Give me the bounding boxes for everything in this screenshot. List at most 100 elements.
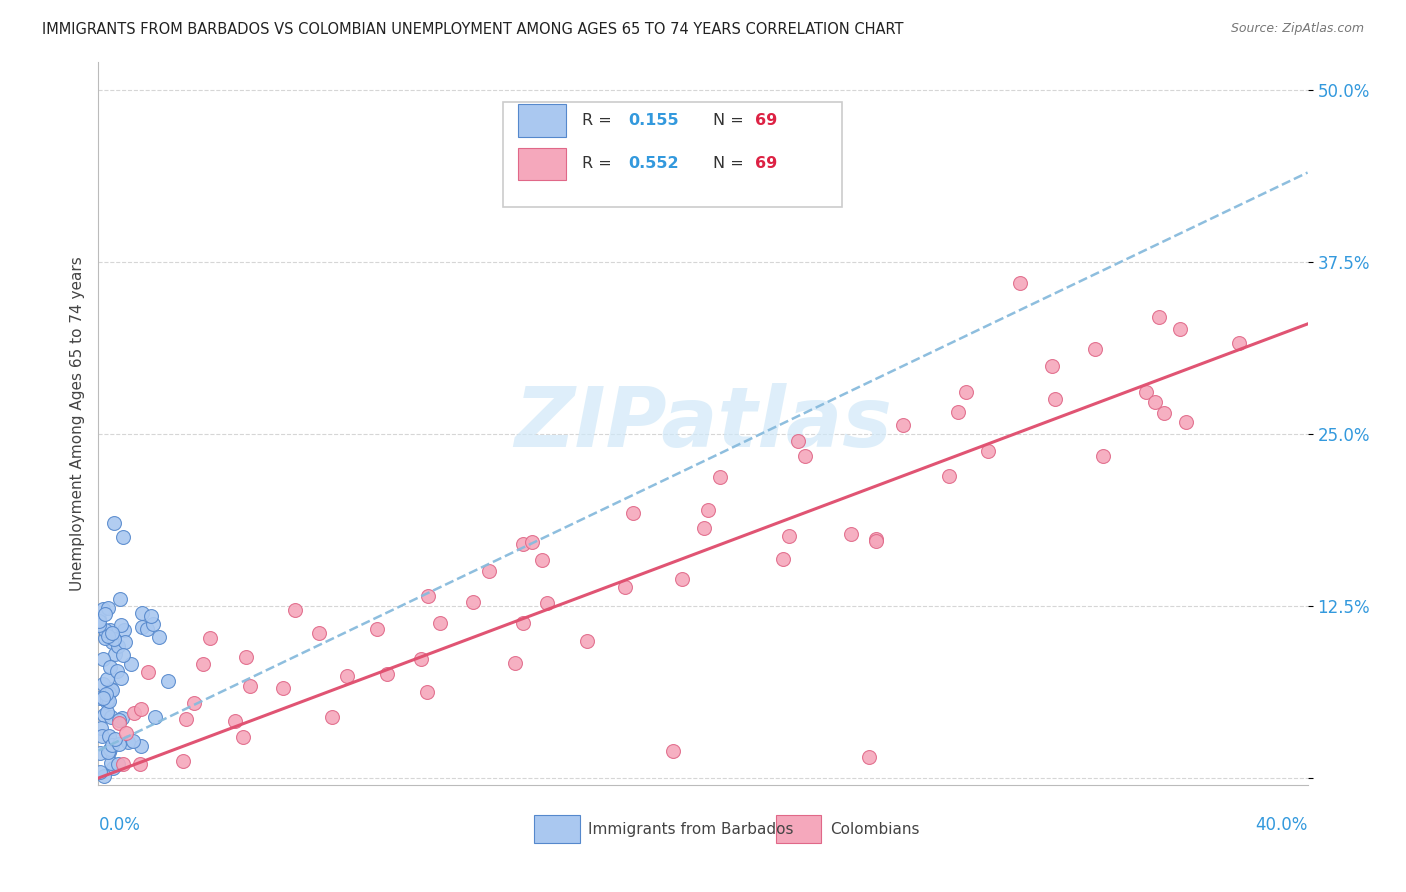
Point [377, 667, 399, 681]
Text: 69: 69 [755, 156, 778, 171]
Point [93, 631, 115, 645]
Point [136, 665, 159, 680]
Point [111, 530, 134, 544]
Point [977, 443, 1000, 458]
Point [108, 713, 131, 727]
Point [512, 537, 534, 551]
Point [531, 553, 554, 567]
Point [1149, 310, 1171, 324]
Point [416, 589, 439, 603]
Point [103, 516, 125, 531]
Point [93, 708, 115, 723]
FancyBboxPatch shape [517, 148, 567, 180]
Point [239, 679, 262, 693]
Point [891, 418, 914, 433]
Point [143, 710, 166, 724]
Point [101, 683, 124, 698]
Point [174, 712, 197, 726]
Point [858, 750, 880, 764]
Point [411, 652, 433, 666]
Point [461, 595, 484, 609]
Point [142, 616, 165, 631]
Point [97, 746, 120, 760]
Text: 0.155: 0.155 [628, 112, 679, 128]
Text: ZIPatlas: ZIPatlas [515, 384, 891, 464]
Point [97, 600, 120, 615]
Point [101, 761, 124, 775]
Point [112, 624, 135, 638]
Point [271, 681, 294, 696]
Point [955, 385, 977, 400]
Point [865, 534, 887, 549]
Point [786, 434, 808, 449]
Point [104, 732, 127, 747]
Point [1227, 336, 1250, 351]
Point [91, 729, 114, 743]
Point [87, 617, 110, 632]
FancyBboxPatch shape [534, 815, 579, 843]
Point [1091, 449, 1114, 463]
Point [101, 738, 124, 752]
Point [232, 730, 254, 744]
Point [111, 648, 134, 662]
Point [938, 468, 960, 483]
Point [111, 711, 134, 725]
Point [98, 624, 121, 638]
Text: Colombians: Colombians [830, 822, 920, 837]
Point [108, 716, 131, 731]
Point [101, 625, 124, 640]
Point [505, 656, 527, 670]
Point [1143, 395, 1166, 409]
Point [107, 757, 129, 772]
Point [131, 739, 153, 754]
Text: R =: R = [582, 112, 617, 128]
Point [121, 734, 143, 748]
Point [1168, 322, 1191, 336]
Point [98, 686, 121, 700]
Point [91, 677, 114, 691]
Point [235, 650, 257, 665]
Point [478, 564, 501, 578]
Point [97, 629, 120, 643]
Point [117, 735, 139, 749]
Point [122, 706, 145, 720]
Point [94, 607, 117, 621]
FancyBboxPatch shape [503, 103, 842, 207]
Point [96, 695, 118, 709]
Point [148, 630, 170, 644]
Text: Source: ZipAtlas.com: Source: ZipAtlas.com [1230, 22, 1364, 36]
Point [336, 669, 359, 683]
Point [172, 754, 194, 768]
Point [110, 671, 132, 685]
Point [120, 657, 142, 671]
Point [793, 450, 815, 464]
Point [576, 633, 599, 648]
Point [156, 674, 179, 689]
Point [224, 714, 246, 728]
Point [321, 710, 343, 724]
Point [97, 745, 120, 759]
Point [661, 743, 683, 757]
Point [709, 470, 731, 484]
Point [621, 506, 644, 520]
Point [131, 620, 153, 634]
Point [100, 681, 122, 696]
Point [114, 725, 136, 739]
Point [107, 639, 129, 653]
Point [98, 693, 121, 707]
Point [96, 706, 118, 720]
Point [98, 660, 121, 674]
Text: 69: 69 [755, 112, 778, 128]
Point [946, 405, 969, 419]
Point [1153, 406, 1175, 420]
Point [839, 526, 862, 541]
Point [128, 757, 150, 772]
Point [131, 606, 153, 620]
FancyBboxPatch shape [517, 104, 567, 136]
Point [1040, 359, 1063, 374]
Point [90, 721, 112, 735]
Text: 0.552: 0.552 [628, 156, 679, 171]
Point [1084, 343, 1107, 357]
Point [129, 702, 152, 716]
Point [101, 635, 124, 649]
